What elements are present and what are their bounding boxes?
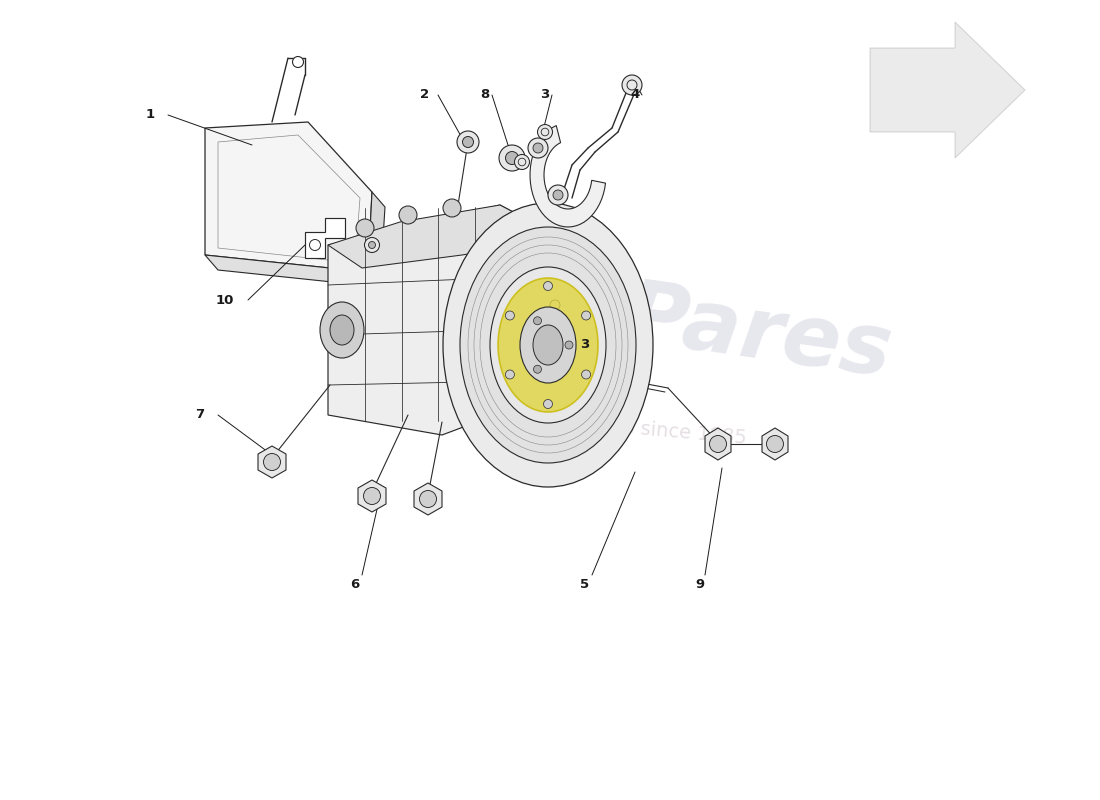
Circle shape [456, 131, 478, 153]
Ellipse shape [520, 307, 576, 383]
Polygon shape [258, 446, 286, 478]
Circle shape [399, 206, 417, 224]
Circle shape [534, 366, 541, 374]
Circle shape [462, 137, 473, 147]
Circle shape [582, 370, 591, 379]
Polygon shape [218, 135, 360, 263]
Circle shape [621, 75, 642, 95]
Circle shape [364, 238, 380, 253]
Circle shape [538, 125, 552, 139]
Circle shape [264, 454, 280, 470]
Circle shape [309, 239, 320, 250]
Text: 7: 7 [196, 409, 205, 422]
Polygon shape [305, 218, 345, 258]
Circle shape [543, 282, 552, 290]
Circle shape [506, 151, 518, 165]
Text: 10: 10 [216, 294, 234, 306]
Polygon shape [205, 255, 380, 287]
Ellipse shape [534, 325, 563, 365]
Circle shape [534, 317, 541, 325]
Circle shape [293, 57, 304, 67]
Circle shape [548, 185, 568, 205]
Circle shape [553, 190, 563, 200]
Polygon shape [368, 192, 385, 287]
Circle shape [565, 341, 573, 349]
Text: 9: 9 [695, 578, 705, 591]
Ellipse shape [460, 227, 636, 463]
Polygon shape [358, 480, 386, 512]
Polygon shape [414, 483, 442, 515]
Polygon shape [328, 205, 562, 435]
Circle shape [544, 295, 565, 315]
Polygon shape [205, 122, 372, 272]
Text: a passion for parts since 1985: a passion for parts since 1985 [452, 402, 748, 447]
Circle shape [515, 154, 529, 170]
Circle shape [368, 242, 375, 249]
Ellipse shape [443, 203, 653, 487]
Text: 6: 6 [351, 578, 360, 591]
Polygon shape [705, 428, 732, 460]
Text: 2: 2 [420, 89, 430, 102]
Ellipse shape [498, 278, 598, 412]
Text: 5: 5 [581, 578, 590, 591]
Ellipse shape [330, 315, 354, 345]
Circle shape [499, 145, 525, 171]
Circle shape [356, 219, 374, 237]
Polygon shape [530, 126, 605, 227]
Ellipse shape [490, 267, 606, 423]
Text: 4: 4 [630, 89, 639, 102]
Text: euroPares: euroPares [402, 245, 898, 395]
Polygon shape [870, 22, 1025, 158]
Circle shape [582, 311, 591, 320]
Text: 3: 3 [581, 338, 590, 351]
Text: 8: 8 [481, 89, 490, 102]
Text: 1: 1 [145, 109, 155, 122]
Circle shape [363, 487, 381, 505]
Ellipse shape [320, 302, 364, 358]
Polygon shape [328, 205, 562, 268]
Circle shape [505, 370, 515, 379]
Circle shape [767, 435, 783, 453]
Polygon shape [762, 428, 788, 460]
Circle shape [443, 199, 461, 217]
Circle shape [505, 311, 515, 320]
Circle shape [534, 143, 543, 153]
Circle shape [528, 138, 548, 158]
Text: 3: 3 [540, 89, 550, 102]
Circle shape [419, 490, 437, 507]
Circle shape [543, 399, 552, 409]
Circle shape [710, 435, 726, 453]
